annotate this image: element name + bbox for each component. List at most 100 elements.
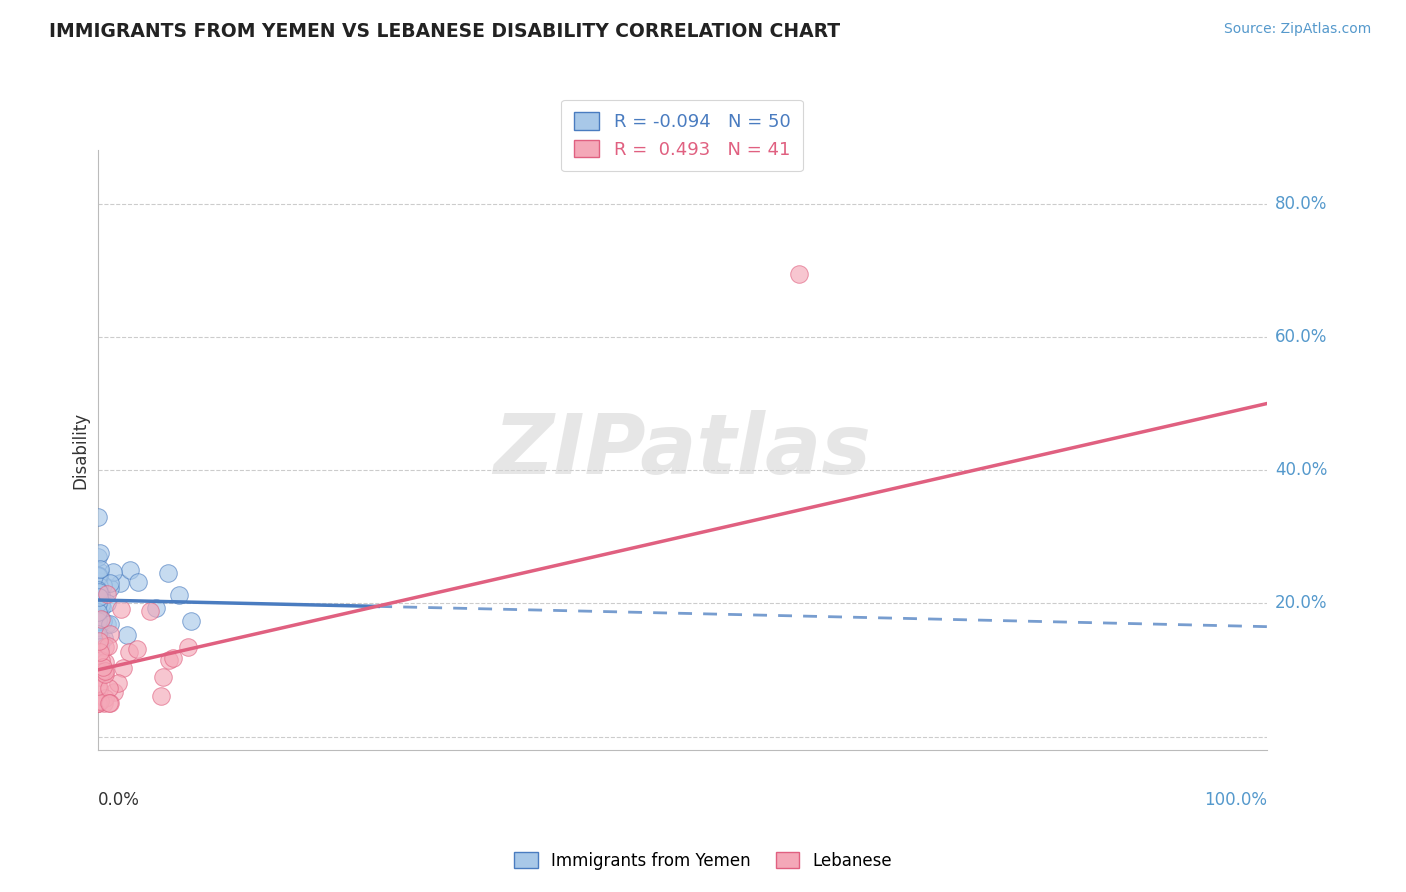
Point bbox=[94, 655, 117, 669]
Point bbox=[98, 576, 121, 591]
Point bbox=[110, 602, 132, 616]
Point bbox=[93, 631, 115, 645]
Point bbox=[87, 626, 110, 640]
Point bbox=[89, 546, 111, 560]
Point bbox=[98, 627, 121, 641]
Point bbox=[87, 624, 110, 639]
Point bbox=[89, 562, 111, 576]
Point bbox=[89, 592, 111, 607]
Point bbox=[97, 639, 120, 653]
Point bbox=[87, 509, 110, 524]
Point bbox=[787, 267, 810, 281]
Point bbox=[89, 579, 111, 593]
Point bbox=[96, 595, 118, 609]
Point bbox=[87, 696, 110, 710]
Point bbox=[169, 588, 191, 602]
Point bbox=[128, 575, 150, 590]
Point bbox=[94, 666, 117, 681]
Point bbox=[152, 670, 174, 684]
Point bbox=[87, 634, 110, 648]
Point bbox=[87, 646, 110, 660]
Legend: Immigrants from Yemen, Lebanese: Immigrants from Yemen, Lebanese bbox=[508, 846, 898, 877]
Point bbox=[89, 694, 111, 708]
Point bbox=[87, 590, 110, 604]
Point bbox=[97, 681, 120, 695]
Point bbox=[90, 598, 112, 612]
Point bbox=[87, 599, 110, 614]
Point bbox=[87, 696, 110, 710]
Point bbox=[90, 612, 112, 626]
Point bbox=[89, 645, 111, 659]
Point bbox=[94, 664, 117, 678]
Point bbox=[87, 620, 110, 634]
Point bbox=[115, 628, 138, 642]
Text: 60.0%: 60.0% bbox=[1275, 328, 1327, 346]
Point bbox=[87, 696, 110, 710]
Point bbox=[139, 605, 162, 619]
Point bbox=[156, 566, 179, 580]
Text: 0.0%: 0.0% bbox=[97, 790, 139, 809]
Point bbox=[87, 549, 110, 564]
Point bbox=[87, 568, 110, 582]
Text: IMMIGRANTS FROM YEMEN VS LEBANESE DISABILITY CORRELATION CHART: IMMIGRANTS FROM YEMEN VS LEBANESE DISABI… bbox=[49, 22, 841, 41]
Point bbox=[180, 614, 202, 628]
Point bbox=[98, 696, 121, 710]
Text: Source: ZipAtlas.com: Source: ZipAtlas.com bbox=[1223, 22, 1371, 37]
Text: 100.0%: 100.0% bbox=[1204, 790, 1267, 809]
Point bbox=[87, 695, 110, 709]
Text: ZIPatlas: ZIPatlas bbox=[494, 409, 872, 491]
Point bbox=[98, 581, 121, 595]
Point bbox=[90, 653, 112, 667]
Point bbox=[89, 582, 111, 597]
Y-axis label: Disability: Disability bbox=[72, 411, 89, 489]
Point bbox=[87, 679, 110, 693]
Point bbox=[93, 691, 115, 706]
Point bbox=[90, 614, 112, 628]
Point bbox=[87, 568, 110, 582]
Point bbox=[91, 663, 114, 677]
Point bbox=[145, 600, 167, 615]
Point bbox=[87, 614, 110, 628]
Point bbox=[87, 610, 110, 624]
Point bbox=[107, 676, 129, 690]
Point bbox=[111, 661, 134, 675]
Point bbox=[90, 588, 112, 602]
Point bbox=[91, 614, 114, 628]
Point bbox=[101, 565, 124, 579]
Point bbox=[87, 605, 110, 619]
Point bbox=[97, 696, 120, 710]
Point bbox=[90, 632, 112, 647]
Point bbox=[103, 684, 125, 698]
Point bbox=[93, 663, 115, 677]
Point bbox=[120, 563, 142, 577]
Point bbox=[89, 585, 111, 599]
Point bbox=[87, 639, 110, 653]
Point bbox=[91, 578, 114, 592]
Point bbox=[87, 574, 110, 588]
Text: 40.0%: 40.0% bbox=[1275, 461, 1327, 479]
Point bbox=[108, 575, 131, 590]
Point bbox=[87, 569, 110, 583]
Text: 20.0%: 20.0% bbox=[1275, 594, 1327, 612]
Point bbox=[87, 583, 110, 598]
Legend: R = -0.094   N = 50, R =  0.493   N = 41: R = -0.094 N = 50, R = 0.493 N = 41 bbox=[561, 100, 803, 171]
Point bbox=[118, 645, 141, 659]
Point bbox=[93, 696, 115, 710]
Point bbox=[96, 616, 118, 631]
Point bbox=[162, 651, 184, 665]
Point bbox=[93, 640, 115, 654]
Point bbox=[125, 642, 148, 657]
Point bbox=[89, 566, 111, 580]
Point bbox=[87, 681, 110, 696]
Point bbox=[89, 632, 111, 646]
Point bbox=[176, 640, 198, 655]
Point bbox=[90, 665, 112, 679]
Point bbox=[90, 600, 112, 615]
Point bbox=[87, 606, 110, 620]
Point bbox=[150, 689, 173, 703]
Point bbox=[89, 640, 111, 654]
Point bbox=[96, 587, 118, 601]
Text: 80.0%: 80.0% bbox=[1275, 194, 1327, 213]
Point bbox=[91, 659, 114, 673]
Point bbox=[89, 670, 111, 684]
